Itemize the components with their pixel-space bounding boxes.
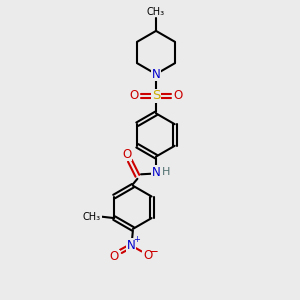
Text: N: N [127,239,136,252]
Text: S: S [152,89,160,102]
Text: CH₃: CH₃ [147,7,165,17]
Text: CH₃: CH₃ [83,212,101,222]
Text: O: O [110,250,119,263]
Text: O: O [174,89,183,102]
Text: H: H [161,167,170,177]
Text: O: O [129,89,138,102]
Text: −: − [149,245,158,258]
Text: N: N [152,68,160,81]
Text: +: + [134,236,140,244]
Text: N: N [152,166,160,179]
Text: O: O [143,249,152,262]
Text: O: O [122,148,131,161]
